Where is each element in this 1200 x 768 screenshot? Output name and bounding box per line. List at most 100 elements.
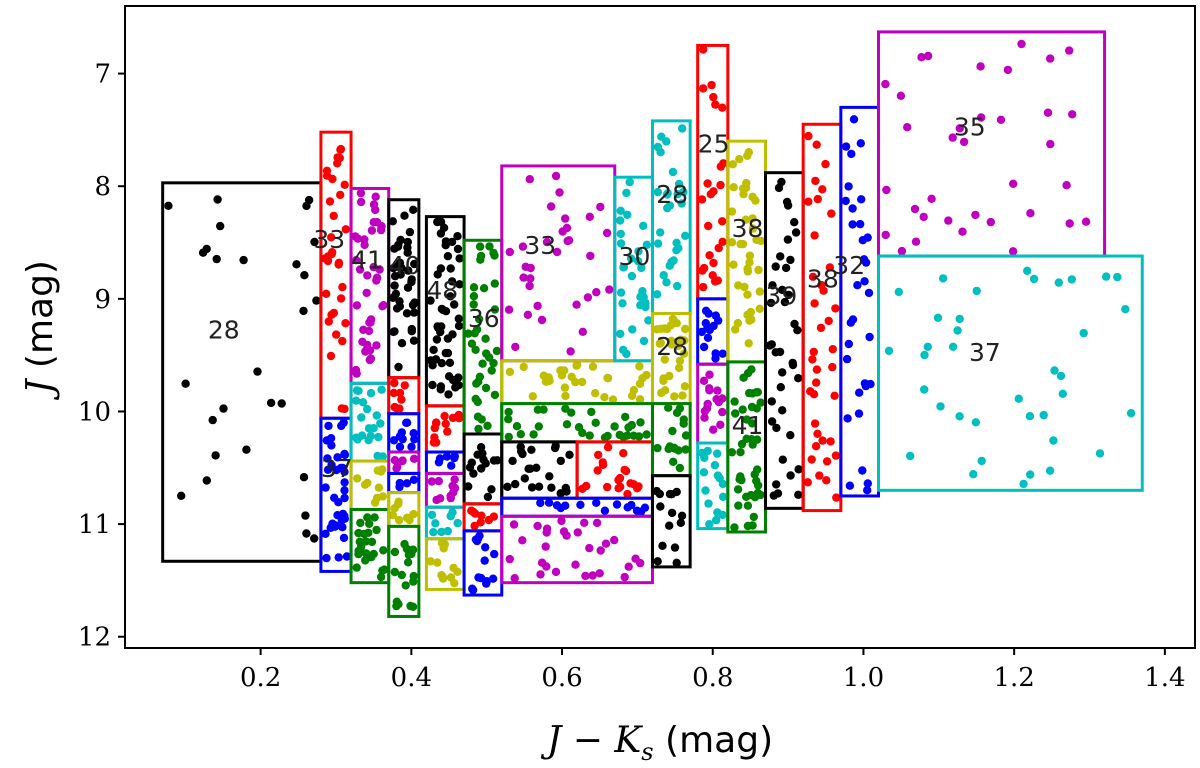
data-point [390, 567, 399, 577]
data-point [663, 324, 672, 334]
data-point [443, 427, 452, 436]
data-point [1065, 219, 1074, 228]
data-point [748, 214, 757, 223]
data-point [882, 185, 891, 195]
data-point [300, 271, 309, 280]
data-point [774, 183, 784, 193]
data-point [446, 292, 455, 301]
data-point [516, 430, 525, 439]
data-point [488, 574, 498, 583]
data-point [400, 381, 409, 390]
data-point [754, 265, 763, 275]
data-point [338, 282, 347, 292]
data-point [996, 115, 1006, 125]
data-point [591, 418, 600, 427]
data-point [633, 256, 643, 266]
data-point [713, 276, 722, 285]
data-point [656, 502, 665, 511]
data-point [808, 272, 818, 281]
data-point [955, 124, 964, 133]
data-point [534, 482, 544, 491]
data-point [521, 262, 530, 271]
data-point [636, 418, 645, 427]
data-point [700, 413, 709, 422]
data-point [551, 441, 560, 451]
data-point [636, 558, 645, 568]
data-point [734, 501, 743, 510]
data-point [561, 501, 570, 510]
plot-frame [124, 5, 1196, 649]
data-point [709, 425, 718, 434]
data-point [432, 335, 442, 344]
data-point [709, 187, 718, 196]
data-point [816, 323, 826, 333]
data-point [610, 422, 619, 431]
data-point [849, 115, 859, 124]
data-point [565, 450, 574, 459]
data-point [394, 515, 404, 525]
data-point [715, 396, 724, 405]
data-point [336, 190, 345, 200]
data-point [356, 542, 366, 552]
data-point [475, 242, 485, 251]
data-point [735, 155, 744, 164]
data-point [743, 369, 753, 378]
data-point [443, 526, 452, 536]
data-point [586, 251, 595, 261]
data-point [398, 456, 407, 465]
data-point [881, 79, 890, 89]
data-point [1046, 54, 1055, 63]
data-point [1026, 470, 1035, 479]
data-point [746, 490, 756, 500]
data-point [339, 533, 349, 543]
data-point [737, 439, 747, 449]
data-point [504, 407, 513, 417]
data-point [806, 387, 815, 396]
data-point [815, 471, 824, 480]
data-point [709, 321, 718, 331]
data-point [310, 534, 319, 543]
data-point [920, 350, 929, 360]
data-point [518, 536, 527, 545]
data-point [558, 227, 567, 236]
data-point [555, 188, 564, 197]
data-point [336, 145, 345, 154]
data-point [856, 219, 865, 229]
data-point [369, 200, 379, 209]
data-point [509, 520, 519, 529]
data-point [445, 358, 455, 367]
data-point [679, 349, 689, 358]
data-point [376, 467, 386, 476]
data-point [977, 113, 986, 122]
data-point [476, 518, 485, 527]
data-point [448, 508, 457, 517]
data-point [610, 535, 619, 545]
data-point [778, 368, 787, 377]
data-point [342, 552, 352, 561]
data-point [362, 549, 371, 558]
data-point [487, 485, 496, 494]
data-point [433, 270, 442, 279]
data-point [572, 300, 581, 309]
data-point [1126, 409, 1136, 418]
data-point [624, 423, 633, 432]
data-point [409, 308, 419, 317]
data-point [395, 432, 405, 441]
data-point [769, 491, 778, 500]
data-point [616, 329, 625, 339]
bin-count-label: 32 [833, 251, 865, 280]
data-point [672, 238, 681, 247]
data-point [678, 124, 687, 133]
data-point [662, 278, 671, 287]
data-point [639, 221, 648, 230]
data-point [367, 226, 377, 235]
data-point [751, 196, 760, 205]
data-point [1062, 181, 1071, 190]
data-point [858, 466, 867, 475]
data-point [627, 271, 637, 281]
data-point [340, 493, 349, 503]
bin-count-label: 28 [656, 180, 688, 209]
data-point [674, 179, 684, 189]
data-point [741, 215, 750, 224]
